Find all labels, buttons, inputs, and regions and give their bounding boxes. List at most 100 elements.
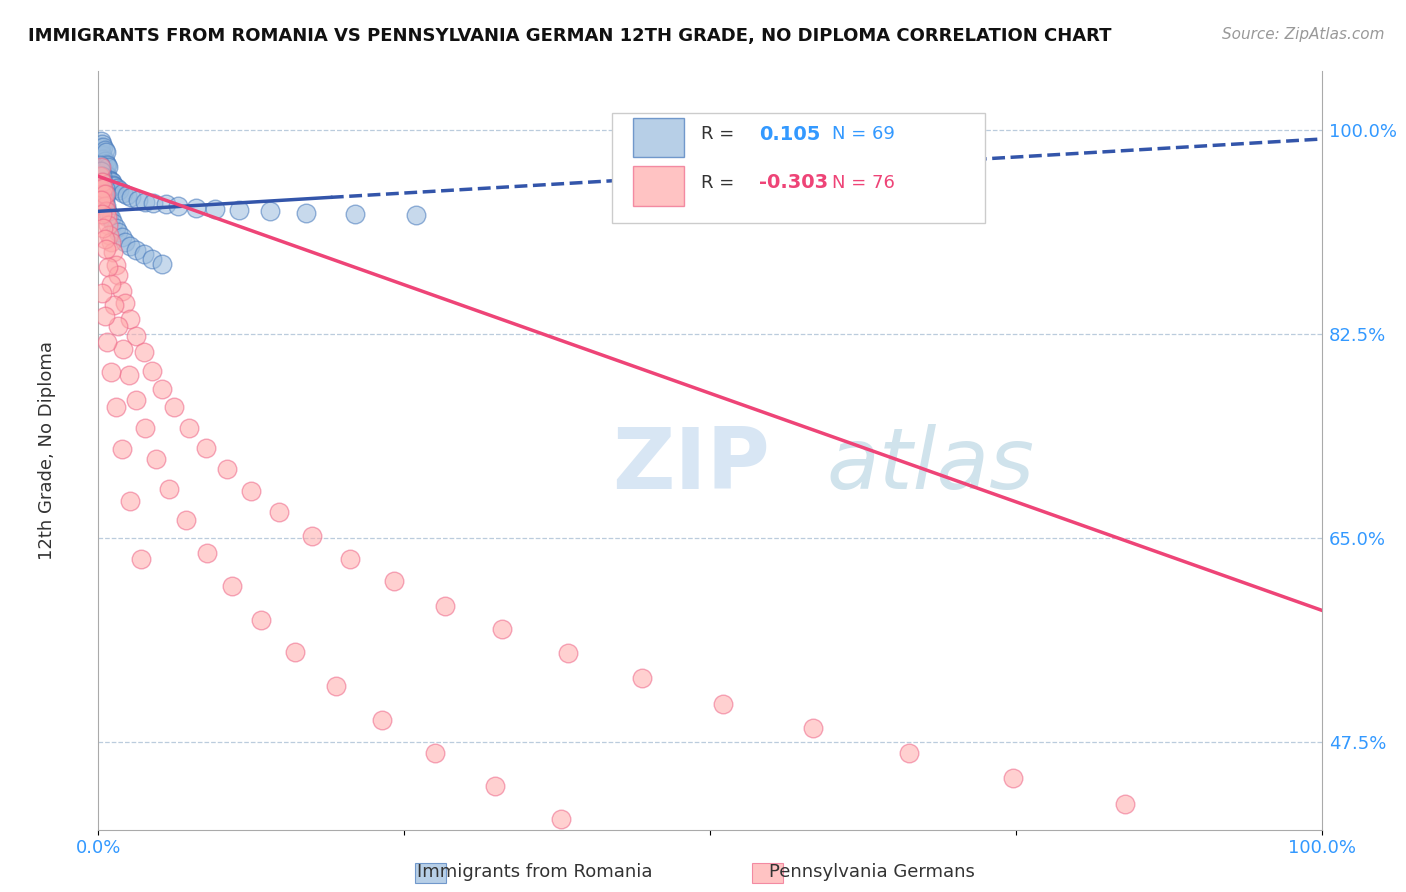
Text: Source: ZipAtlas.com: Source: ZipAtlas.com	[1222, 27, 1385, 42]
FancyBboxPatch shape	[633, 118, 685, 157]
Point	[101, 245, 124, 260]
Point	[94, 198, 117, 212]
Point	[269, 505, 291, 519]
Point	[94, 145, 117, 159]
Point	[91, 152, 114, 166]
Point	[195, 546, 218, 560]
Point	[90, 163, 112, 178]
Point	[108, 183, 131, 197]
Point	[125, 393, 148, 408]
Point	[141, 252, 163, 267]
Point	[129, 552, 152, 566]
Point	[93, 181, 115, 195]
Point	[301, 528, 323, 542]
Point	[98, 209, 121, 223]
Point	[96, 210, 118, 224]
Point	[157, 482, 180, 496]
Point	[557, 647, 579, 661]
Point	[97, 207, 120, 221]
Y-axis label: 12th Grade, No Diploma: 12th Grade, No Diploma	[38, 341, 56, 560]
Point	[215, 462, 238, 476]
Point	[97, 219, 120, 233]
Point	[114, 296, 136, 310]
Text: Immigrants from Romania: Immigrants from Romania	[416, 863, 652, 881]
Point	[491, 622, 513, 636]
Point	[97, 171, 120, 186]
Point	[100, 211, 122, 226]
Point	[176, 513, 198, 527]
Point	[93, 198, 115, 212]
Point	[91, 140, 114, 154]
Point	[98, 227, 121, 242]
Text: N = 69: N = 69	[832, 125, 896, 144]
Point	[371, 713, 394, 727]
Point	[111, 342, 134, 356]
Point	[91, 169, 114, 184]
Point	[91, 193, 114, 207]
Point	[484, 780, 506, 794]
Point	[105, 181, 128, 195]
Point	[898, 746, 921, 760]
Text: R =: R =	[702, 125, 741, 144]
Point	[93, 193, 115, 207]
Point	[186, 201, 208, 215]
Point	[433, 599, 456, 613]
Point	[93, 232, 115, 246]
Point	[103, 178, 125, 193]
Point	[100, 277, 122, 291]
Point	[91, 186, 114, 201]
Point	[103, 298, 125, 312]
Point	[96, 334, 118, 349]
Point	[228, 203, 250, 218]
Point	[89, 169, 111, 184]
Point	[91, 136, 114, 151]
Point	[111, 284, 134, 298]
Point	[801, 721, 824, 735]
Point	[221, 579, 243, 593]
Point	[94, 156, 117, 170]
Point	[240, 484, 263, 499]
FancyBboxPatch shape	[612, 113, 986, 223]
Text: IMMIGRANTS FROM ROMANIA VS PENNSYLVANIA GERMAN 12TH GRADE, NO DIPLOMA CORRELATIO: IMMIGRANTS FROM ROMANIA VS PENNSYLVANIA …	[28, 27, 1112, 45]
Point	[107, 225, 129, 239]
Point	[120, 311, 142, 326]
Text: atlas: atlas	[827, 424, 1035, 508]
Point	[97, 160, 120, 174]
Point	[91, 148, 114, 162]
Point	[167, 198, 190, 212]
Point	[89, 169, 111, 184]
Point	[91, 163, 114, 178]
Point	[120, 190, 142, 204]
Point	[91, 175, 114, 189]
Point	[94, 186, 117, 201]
Point	[423, 746, 446, 760]
Point	[111, 186, 134, 200]
FancyBboxPatch shape	[633, 166, 685, 205]
Point	[111, 442, 134, 457]
Point	[132, 247, 155, 261]
Point	[96, 204, 118, 219]
Point	[94, 204, 117, 219]
Point	[250, 613, 273, 627]
Point	[90, 134, 112, 148]
Point	[115, 188, 138, 202]
Point	[204, 202, 226, 216]
Point	[195, 441, 218, 455]
Point	[145, 451, 167, 466]
Point	[101, 175, 124, 189]
Point	[89, 152, 111, 166]
Point	[127, 193, 149, 207]
Point	[134, 421, 156, 435]
Point	[91, 160, 114, 174]
Point	[155, 197, 177, 211]
Text: -0.303: -0.303	[759, 173, 828, 193]
Point	[150, 382, 173, 396]
Point	[91, 207, 114, 221]
Point	[89, 181, 111, 195]
Point	[96, 169, 118, 184]
Point	[111, 230, 134, 244]
Point	[98, 173, 121, 187]
Point	[104, 401, 127, 415]
Point	[89, 140, 111, 154]
Point	[344, 207, 367, 221]
